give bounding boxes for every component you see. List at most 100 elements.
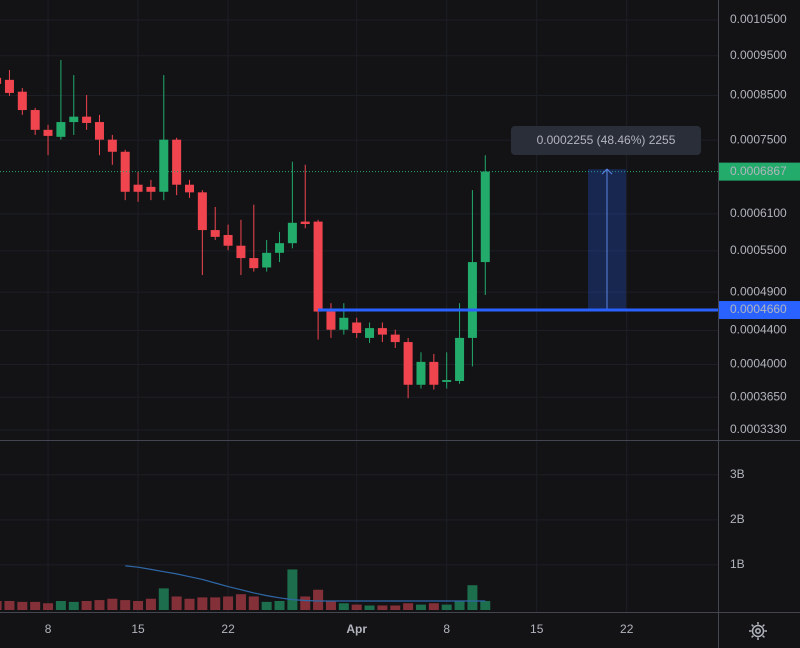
volume-bar bbox=[287, 569, 298, 610]
y-tick-label: 0.0004900 bbox=[730, 284, 787, 298]
candle-body bbox=[467, 262, 477, 338]
y-tick-label: 0.0009500 bbox=[730, 48, 787, 62]
volume-bar bbox=[107, 598, 118, 610]
last-price-badge bbox=[719, 162, 800, 181]
y-tick-label: 0.0004400 bbox=[730, 323, 787, 337]
y-tick-label: 0.0003330 bbox=[730, 422, 787, 436]
volume-bar bbox=[171, 596, 182, 610]
candle-body bbox=[249, 258, 259, 269]
volume-bar bbox=[184, 598, 195, 610]
volume-bar bbox=[403, 603, 414, 610]
y-tick-label: 0.0006100 bbox=[730, 206, 787, 220]
volume-tick-label: 3B bbox=[730, 467, 745, 481]
y-tick-label: 0.0003650 bbox=[730, 389, 787, 403]
candle-body bbox=[30, 110, 40, 130]
candle-body bbox=[133, 184, 143, 192]
price-line-badge bbox=[719, 301, 800, 320]
candle-body bbox=[69, 116, 79, 123]
volume-bar bbox=[55, 600, 66, 610]
volume-bar bbox=[158, 588, 169, 610]
candle-body bbox=[300, 221, 310, 224]
measure-arrow-head bbox=[601, 168, 613, 175]
volume-bar bbox=[390, 605, 401, 610]
x-tick-label: 8 bbox=[443, 622, 450, 636]
candle-body bbox=[146, 186, 156, 192]
x-tick-label: 15 bbox=[131, 622, 145, 636]
volume-bar bbox=[274, 600, 285, 610]
plot: 0.0002255 (48.46%) 2255 bbox=[0, 59, 718, 610]
y-tick-label: 0.0004000 bbox=[730, 357, 787, 371]
x-tick-label: 15 bbox=[530, 622, 544, 636]
volume-bar bbox=[4, 600, 15, 610]
candle-body bbox=[287, 222, 297, 244]
candle-body bbox=[429, 361, 439, 385]
volume-bar bbox=[133, 600, 144, 610]
candle-body bbox=[262, 252, 272, 268]
volume-bar bbox=[248, 596, 259, 610]
candle-body bbox=[352, 322, 362, 333]
volume-bar bbox=[94, 600, 105, 610]
candle-body bbox=[94, 122, 104, 140]
y-tick-label: 0.0007500 bbox=[730, 132, 787, 146]
volume-bar bbox=[210, 597, 221, 610]
candle-body bbox=[377, 328, 387, 335]
axis: 0.0010500 0.0009500 0.0008500 0.0007500 0.00… bbox=[45, 12, 800, 636]
candle-body bbox=[442, 380, 452, 382]
volume-bar bbox=[415, 604, 426, 610]
volume-bar bbox=[68, 601, 79, 610]
candle-body bbox=[197, 192, 207, 231]
candle-body bbox=[365, 328, 375, 338]
candle-body bbox=[120, 151, 130, 192]
candle-body bbox=[416, 361, 426, 385]
volume-bar bbox=[351, 604, 362, 610]
volume-bar bbox=[223, 596, 234, 610]
last-price-label: 0.0006867 bbox=[730, 164, 787, 178]
volume-bar bbox=[235, 594, 246, 610]
candle-body bbox=[56, 122, 66, 137]
measure-label: 0.0002255 (48.46%) 2255 bbox=[537, 133, 676, 147]
y-tick-label: 0.0008500 bbox=[730, 88, 787, 102]
candle-body bbox=[236, 245, 246, 259]
volume-bar bbox=[17, 601, 28, 610]
candle-body bbox=[223, 235, 233, 246]
volume-bar bbox=[261, 601, 272, 610]
price-line-label: 0.0004660 bbox=[730, 302, 787, 316]
y-tick-label: 0.0005500 bbox=[730, 243, 787, 257]
volume-bar bbox=[364, 605, 375, 610]
y-tick-label: 0.0010500 bbox=[730, 12, 787, 26]
candle-body bbox=[172, 139, 182, 185]
candle-body bbox=[455, 337, 465, 381]
x-tick-label: 8 bbox=[45, 622, 52, 636]
candle-body bbox=[275, 243, 285, 253]
volume-bar bbox=[454, 600, 465, 610]
volume-ma-line bbox=[125, 565, 486, 602]
x-tick-label: 22 bbox=[221, 622, 235, 636]
candle-body bbox=[390, 334, 400, 343]
volume-bar bbox=[428, 603, 439, 610]
candle-body bbox=[403, 342, 413, 385]
measure-tooltip bbox=[511, 126, 701, 155]
candle-body bbox=[210, 230, 220, 237]
volume-bar bbox=[0, 600, 2, 610]
candle-body bbox=[4, 79, 14, 93]
volume-bar bbox=[197, 597, 208, 610]
volume-tick-label: 1B bbox=[730, 557, 745, 571]
volume-bar bbox=[313, 589, 324, 610]
volume-bar bbox=[43, 603, 54, 610]
candle-body bbox=[326, 311, 336, 330]
volume-tick-label: 2B bbox=[730, 512, 745, 526]
x-tick-label: 22 bbox=[620, 622, 634, 636]
settings-icon[interactable] bbox=[749, 622, 767, 640]
volume-bar bbox=[30, 601, 41, 610]
candle-body bbox=[107, 139, 117, 152]
candle-body bbox=[159, 139, 169, 192]
volume-bar bbox=[120, 600, 131, 610]
volume-bar bbox=[338, 603, 349, 610]
candle-body bbox=[17, 91, 27, 111]
volume-bar bbox=[480, 600, 491, 610]
candle-body bbox=[313, 221, 323, 312]
x-tick-label: Apr bbox=[346, 622, 367, 636]
candle-body bbox=[339, 317, 349, 330]
